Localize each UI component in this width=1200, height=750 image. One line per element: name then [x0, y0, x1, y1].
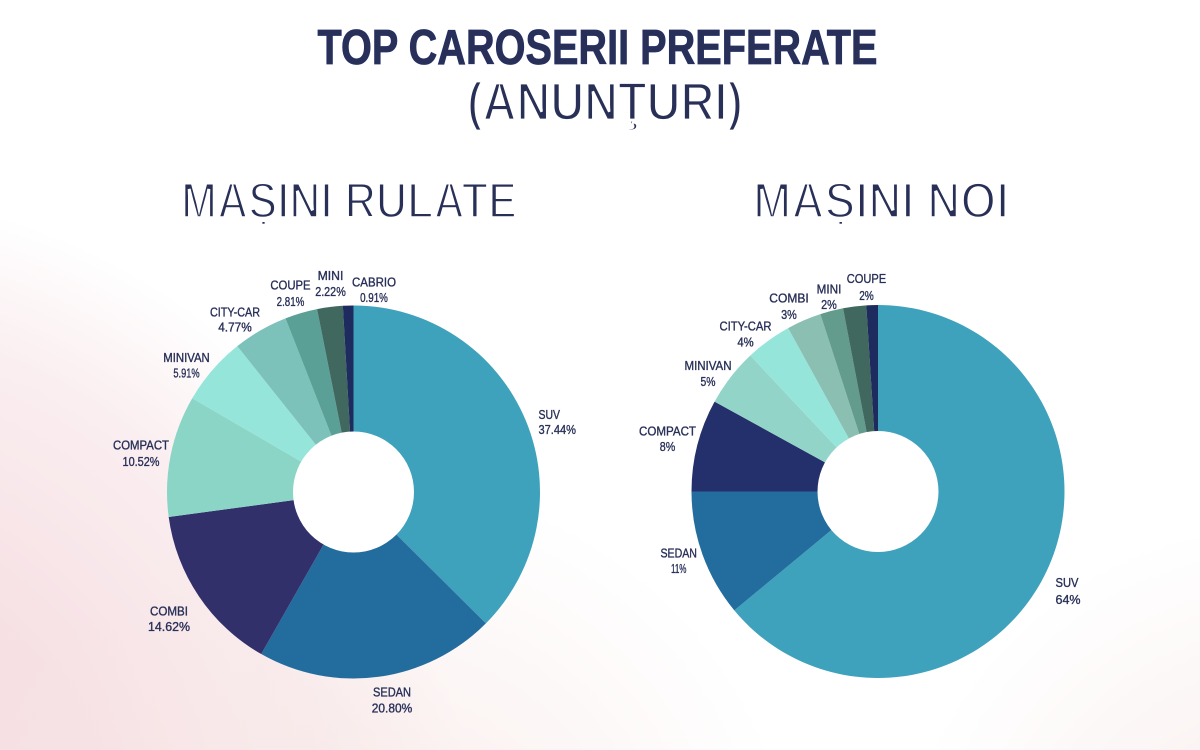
svg-text:(ANUNŢURI): (ANUNŢURI)	[467, 72, 743, 132]
svg-text:SUV: SUV	[539, 408, 561, 422]
svg-text:0.91%: 0.91%	[360, 291, 388, 305]
svg-text:COMBI: COMBI	[769, 291, 808, 305]
svg-text:MINIVAN: MINIVAN	[163, 351, 210, 365]
svg-text:SUV: SUV	[1056, 576, 1080, 590]
svg-text:COMBI: COMBI	[150, 604, 188, 618]
svg-text:MAȘINI NOI: MAȘINI NOI	[753, 172, 1009, 230]
svg-text:MINIVAN: MINIVAN	[685, 359, 732, 373]
svg-text:5.91%: 5.91%	[173, 367, 199, 381]
svg-text:4.77%: 4.77%	[218, 321, 252, 335]
svg-text:COMPACT: COMPACT	[639, 425, 696, 439]
svg-text:CABRIO: CABRIO	[352, 276, 396, 290]
svg-text:2%: 2%	[859, 289, 874, 303]
svg-text:MINI: MINI	[817, 282, 842, 296]
svg-text:CITY-CAR: CITY-CAR	[210, 305, 260, 319]
svg-text:TOP CAROSERII PREFERATE: TOP CAROSERII PREFERATE	[318, 21, 878, 75]
svg-text:CITY-CAR: CITY-CAR	[720, 320, 772, 334]
svg-text:COUPE: COUPE	[270, 279, 310, 293]
svg-text:11%: 11%	[671, 562, 687, 576]
svg-text:SEDAN: SEDAN	[373, 686, 411, 700]
svg-text:64%: 64%	[1056, 593, 1081, 607]
svg-text:4%: 4%	[737, 336, 753, 350]
svg-text:20.80%: 20.80%	[372, 701, 413, 715]
svg-text:COMPACT: COMPACT	[113, 438, 169, 452]
svg-text:2.81%: 2.81%	[277, 295, 305, 309]
svg-text:10.52%: 10.52%	[123, 455, 160, 469]
svg-text:2%: 2%	[821, 298, 837, 312]
svg-text:MINI: MINI	[318, 269, 344, 283]
svg-text:5%: 5%	[701, 375, 716, 389]
svg-text:14.62%: 14.62%	[148, 620, 190, 634]
svg-text:8%: 8%	[660, 440, 676, 454]
svg-text:2.22%: 2.22%	[315, 285, 346, 299]
svg-text:3%: 3%	[781, 308, 797, 322]
svg-text:MAȘINI RULATE: MAȘINI RULATE	[181, 172, 517, 230]
svg-text:37.44%: 37.44%	[539, 423, 577, 437]
svg-text:SEDAN: SEDAN	[660, 547, 697, 561]
svg-text:COUPE: COUPE	[847, 272, 886, 286]
